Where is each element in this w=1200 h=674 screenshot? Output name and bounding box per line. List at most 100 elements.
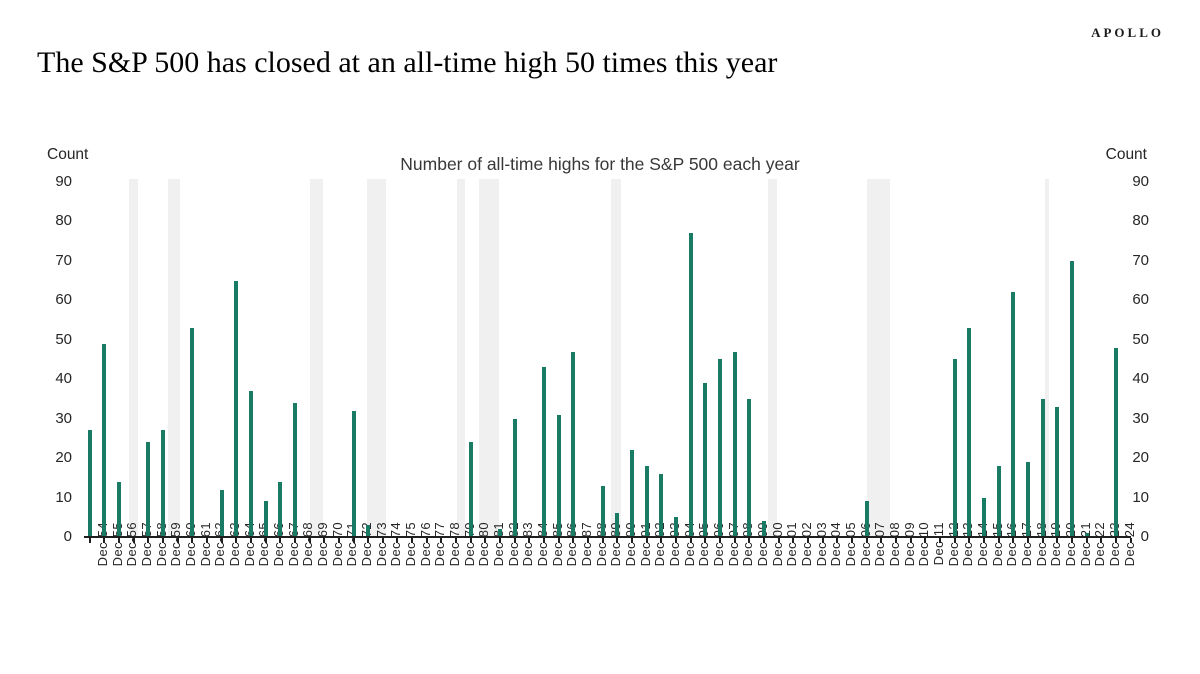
x-axis-label: Dec-02 <box>798 522 814 567</box>
x-axis-tick <box>1056 538 1059 543</box>
x-axis-tick <box>997 538 1000 543</box>
x-axis-tick <box>440 538 443 543</box>
bar <box>747 399 752 537</box>
bar <box>366 525 371 537</box>
bar <box>190 328 195 537</box>
y-axis-label-right: 10 <box>1132 488 1149 506</box>
x-axis-tick <box>1115 538 1117 543</box>
y-axis-label-right: 40 <box>1132 370 1149 388</box>
recession-shading-band <box>366 179 387 536</box>
x-axis-label: Dec-05 <box>842 522 858 567</box>
x-axis-tick <box>1041 538 1044 543</box>
x-axis-tick <box>733 538 736 543</box>
x-axis-tick <box>381 538 384 543</box>
bar <box>278 482 283 537</box>
x-axis-label: Dec-61 <box>197 522 213 567</box>
y-axis-label-right: 70 <box>1132 251 1149 269</box>
y-axis-label-right: 30 <box>1132 409 1149 427</box>
right-axis-title: Count <box>1105 146 1147 163</box>
x-axis-label: Dec-87 <box>578 522 594 567</box>
x-axis-tick <box>1012 538 1015 543</box>
bar <box>1070 261 1074 537</box>
x-axis-tick <box>147 538 150 543</box>
recession-shading-band <box>309 179 323 536</box>
bar <box>498 529 503 537</box>
bar <box>219 490 224 537</box>
x-axis-tick <box>323 538 326 543</box>
x-axis-tick <box>293 538 296 543</box>
bar <box>703 383 708 537</box>
x-axis-tick <box>587 538 590 543</box>
y-axis-label-left: 80 <box>55 212 72 230</box>
x-axis-tick <box>352 538 355 543</box>
x-axis-tick <box>484 538 487 543</box>
x-axis-tick <box>557 538 560 543</box>
bar <box>982 498 986 537</box>
x-axis-label: Dec-01 <box>784 522 800 567</box>
y-axis-label-right: 0 <box>1140 528 1149 545</box>
x-axis-tick <box>660 538 663 543</box>
x-axis-label: Dec-09 <box>901 522 917 567</box>
bar <box>644 466 649 537</box>
x-axis-tick <box>968 538 971 543</box>
recession-shading-band <box>611 179 621 536</box>
bar <box>630 450 635 537</box>
x-axis-tick <box>880 538 883 543</box>
x-axis-tick <box>1129 538 1132 543</box>
bar <box>1055 407 1060 537</box>
x-axis-tick <box>1071 538 1073 543</box>
x-axis-tick <box>1027 538 1029 543</box>
bar <box>1084 533 1089 537</box>
bar <box>996 466 1001 537</box>
x-axis-tick <box>88 538 91 543</box>
x-axis-label: Dec-75 <box>402 522 418 567</box>
recession-shading-band <box>767 179 778 536</box>
x-axis-tick <box>601 538 604 543</box>
x-axis-line <box>84 536 1131 538</box>
x-axis-tick <box>528 538 531 543</box>
bar <box>87 430 92 537</box>
x-axis-tick <box>704 538 707 543</box>
x-axis-tick <box>205 538 208 543</box>
x-axis-label: Dec-08 <box>886 522 902 567</box>
x-axis-label: Dec-74 <box>388 522 404 567</box>
y-axis-label-right: 20 <box>1132 449 1149 467</box>
x-axis-tick <box>719 538 722 543</box>
x-axis-label: Dec-69 <box>315 522 330 567</box>
x-axis-tick <box>469 538 472 543</box>
recession-shading-band <box>167 179 180 536</box>
bar <box>952 359 957 537</box>
x-axis-label: Dec-21 <box>1077 522 1093 567</box>
left-axis-title: Count <box>47 146 89 163</box>
page-title: The S&P 500 has closed at an all-time hi… <box>37 46 778 79</box>
x-axis-tick <box>1085 538 1088 543</box>
bar <box>556 415 561 537</box>
y-axis-label-left: 30 <box>55 409 72 427</box>
recession-shading-band <box>866 179 890 536</box>
bar <box>864 501 869 537</box>
x-axis-tick <box>176 538 179 543</box>
x-axis-tick <box>616 538 619 543</box>
x-axis-tick <box>103 538 106 543</box>
recession-shading-band <box>128 179 139 536</box>
bar <box>674 517 679 537</box>
chart-title: Number of all-time highs for the S&P 500… <box>400 154 800 174</box>
x-axis-tick <box>161 538 164 543</box>
y-axis-label-left: 40 <box>55 370 72 388</box>
x-axis-tick <box>748 538 751 543</box>
bar <box>615 513 620 537</box>
y-axis-label-left: 90 <box>55 172 72 190</box>
bar <box>718 359 723 537</box>
bar <box>292 403 297 537</box>
bar <box>659 474 664 537</box>
x-axis-tick <box>308 538 311 543</box>
x-axis-label: Dec-83 <box>520 522 536 567</box>
y-axis-label-right: 60 <box>1132 291 1149 309</box>
x-axis-tick <box>337 538 340 543</box>
x-axis-tick <box>425 538 428 543</box>
x-axis-label: Dec-59 <box>168 522 184 567</box>
recession-shading-band <box>1045 179 1049 536</box>
x-axis-label: Dec-22 <box>1092 522 1108 567</box>
x-axis-label: Dec-68 <box>300 522 316 567</box>
x-axis-label: Dec-76 <box>417 522 433 567</box>
